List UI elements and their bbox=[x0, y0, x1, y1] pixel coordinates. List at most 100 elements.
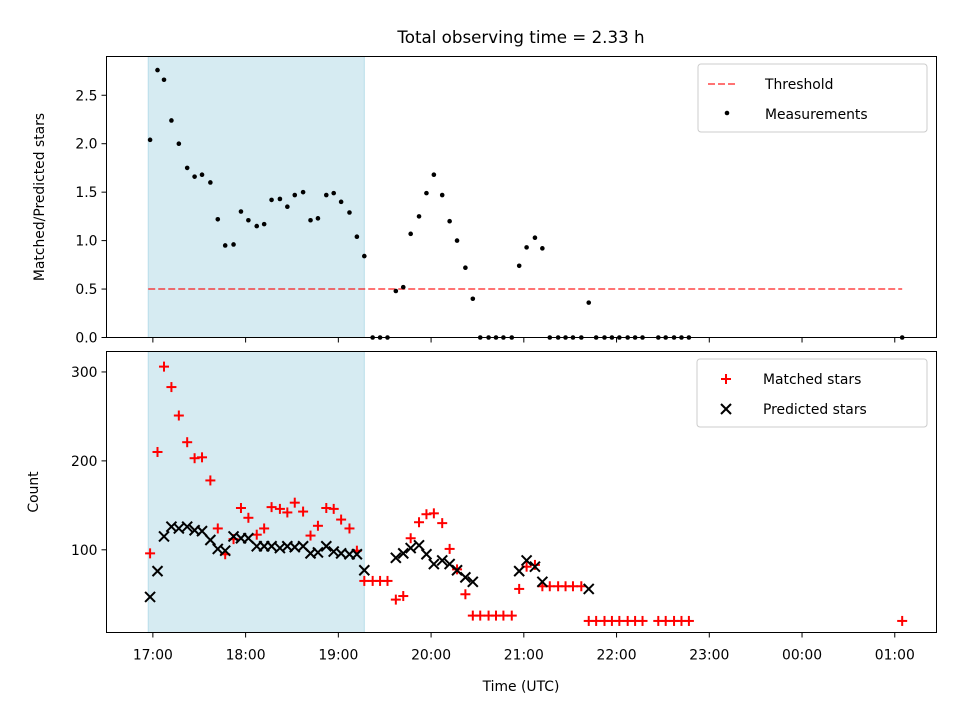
predicted-star-point bbox=[459, 571, 472, 584]
x-tick-label: 22:00 bbox=[597, 648, 637, 664]
matched-star-point bbox=[336, 514, 347, 525]
bottom-panel-x-axis: 17:00 18:00 19:00 20:00 21:00 22:00 23:00 00:00… bbox=[133, 632, 915, 664]
matched-star-point bbox=[405, 533, 416, 544]
measurement-point bbox=[192, 174, 197, 179]
measurement-point bbox=[246, 217, 251, 223]
top-panel-legend: Threshold Measurements bbox=[697, 63, 928, 133]
bottom-panel-y-axis: 100 200 300 bbox=[71, 365, 107, 559]
predicted-star-point bbox=[144, 591, 156, 603]
legend-predicted-swatch bbox=[720, 403, 732, 415]
matched-star-point bbox=[567, 581, 578, 592]
measurement-point bbox=[300, 189, 306, 195]
legend-threshold-label: Threshold bbox=[764, 77, 833, 93]
x-tick-label: 17:00 bbox=[133, 648, 173, 664]
top-panel-shade bbox=[147, 56, 365, 338]
predicted-star-point bbox=[312, 546, 324, 559]
top-panel-x-ticks bbox=[152, 337, 896, 343]
matched-star-point bbox=[475, 610, 486, 621]
matched-star-point bbox=[205, 475, 216, 486]
matched-star-point bbox=[498, 610, 509, 621]
predicted-star-point bbox=[436, 554, 448, 567]
measurement-point bbox=[277, 196, 283, 202]
matched-star-point bbox=[344, 523, 355, 534]
y-tick-label: 0.5 bbox=[75, 282, 97, 298]
measurement-point bbox=[447, 218, 452, 224]
top-panel: 0.0 0.5 1.0 1.5 2.0 2.5 Matched/Predicted sta… bbox=[32, 56, 937, 347]
matched-star-point bbox=[298, 506, 309, 517]
predicted-star-point bbox=[320, 540, 332, 552]
measurement-point bbox=[269, 197, 274, 203]
matched-star-point bbox=[289, 497, 300, 508]
measurement-point bbox=[161, 77, 167, 83]
bottom-panel-legend-box bbox=[696, 358, 928, 428]
measurement-point bbox=[400, 284, 406, 290]
measurement-point bbox=[347, 210, 352, 215]
x-axis-label: Time (UTC) bbox=[482, 679, 560, 695]
measurement-point bbox=[424, 190, 429, 196]
matched-star-point bbox=[173, 410, 184, 421]
matched-star-point bbox=[897, 615, 908, 626]
top-panel-measurements-series bbox=[147, 67, 905, 340]
predicted-star-point bbox=[219, 544, 231, 557]
measurement-point bbox=[362, 253, 367, 259]
matched-star-point bbox=[312, 520, 323, 531]
measurement-point bbox=[261, 221, 267, 227]
measurement-point bbox=[463, 265, 468, 271]
predicted-star-point bbox=[420, 548, 433, 560]
bottom-panel-shade bbox=[147, 351, 365, 633]
predicted-star-point bbox=[513, 565, 525, 577]
measurement-point bbox=[215, 216, 221, 222]
matched-star-point bbox=[274, 503, 285, 514]
measurement-point bbox=[416, 214, 422, 219]
observing-window-shade bbox=[147, 351, 365, 633]
matched-star-point bbox=[637, 615, 648, 626]
measurement-point bbox=[516, 263, 522, 269]
matched-star-point bbox=[259, 523, 270, 534]
predicted-star-point bbox=[536, 576, 549, 588]
predicted-star-point bbox=[583, 583, 595, 595]
bottom-panel: 17:00 18:00 19:00 20:00 21:00 22:00 23:00 00:00… bbox=[26, 351, 937, 695]
legend-matched-swatch bbox=[721, 374, 731, 384]
bottom-panel-ylabel: Count bbox=[26, 471, 42, 513]
measurement-point bbox=[331, 190, 337, 196]
predicted-star-point bbox=[265, 540, 278, 552]
bottom-panel-legend: Matched stars Predicted stars bbox=[696, 358, 928, 428]
matched-star-point bbox=[197, 452, 208, 463]
matched-star-point bbox=[614, 615, 625, 626]
matched-star-point bbox=[444, 543, 455, 554]
matched-star-point bbox=[212, 523, 223, 534]
predicted-star-point bbox=[520, 554, 533, 567]
measurement-point bbox=[393, 288, 399, 294]
measurement-point bbox=[238, 209, 244, 214]
predicted-star-point bbox=[181, 520, 193, 533]
y-tick-label: 300 bbox=[71, 365, 98, 381]
measurement-point bbox=[169, 118, 174, 123]
matched-star-point bbox=[251, 529, 262, 540]
y-tick-label: 200 bbox=[71, 454, 98, 470]
legend-measurements-label: Measurements bbox=[765, 107, 868, 123]
predicted-star-point bbox=[529, 560, 541, 573]
matched-star-point bbox=[683, 615, 694, 626]
measurement-point bbox=[540, 246, 545, 251]
measurement-point bbox=[532, 235, 538, 240]
predicted-star-point bbox=[358, 564, 371, 576]
bottom-panel-predicted-series bbox=[144, 520, 595, 603]
measurement-point bbox=[323, 192, 329, 198]
predicted-star-point bbox=[151, 565, 164, 577]
measurement-point bbox=[308, 217, 313, 223]
matched-star-point bbox=[182, 437, 193, 448]
measurement-point bbox=[439, 192, 445, 198]
top-panel-ylabel: Matched/Predicted stars bbox=[32, 113, 48, 281]
y-tick-label: 2.0 bbox=[75, 137, 97, 153]
y-tick-label: 1.5 bbox=[75, 185, 97, 201]
top-panel-y-axis: 0.0 0.5 1.0 1.5 2.0 2.5 bbox=[75, 88, 107, 347]
measurement-point bbox=[155, 67, 160, 73]
predicted-star-point bbox=[196, 525, 208, 537]
top-panel-legend-box bbox=[697, 63, 928, 133]
matched-star-point bbox=[460, 589, 471, 600]
matched-star-point bbox=[282, 507, 293, 518]
measurement-point bbox=[176, 141, 182, 147]
predicted-star-point bbox=[351, 548, 363, 560]
matched-star-point bbox=[266, 502, 277, 513]
measurement-point bbox=[147, 137, 153, 143]
